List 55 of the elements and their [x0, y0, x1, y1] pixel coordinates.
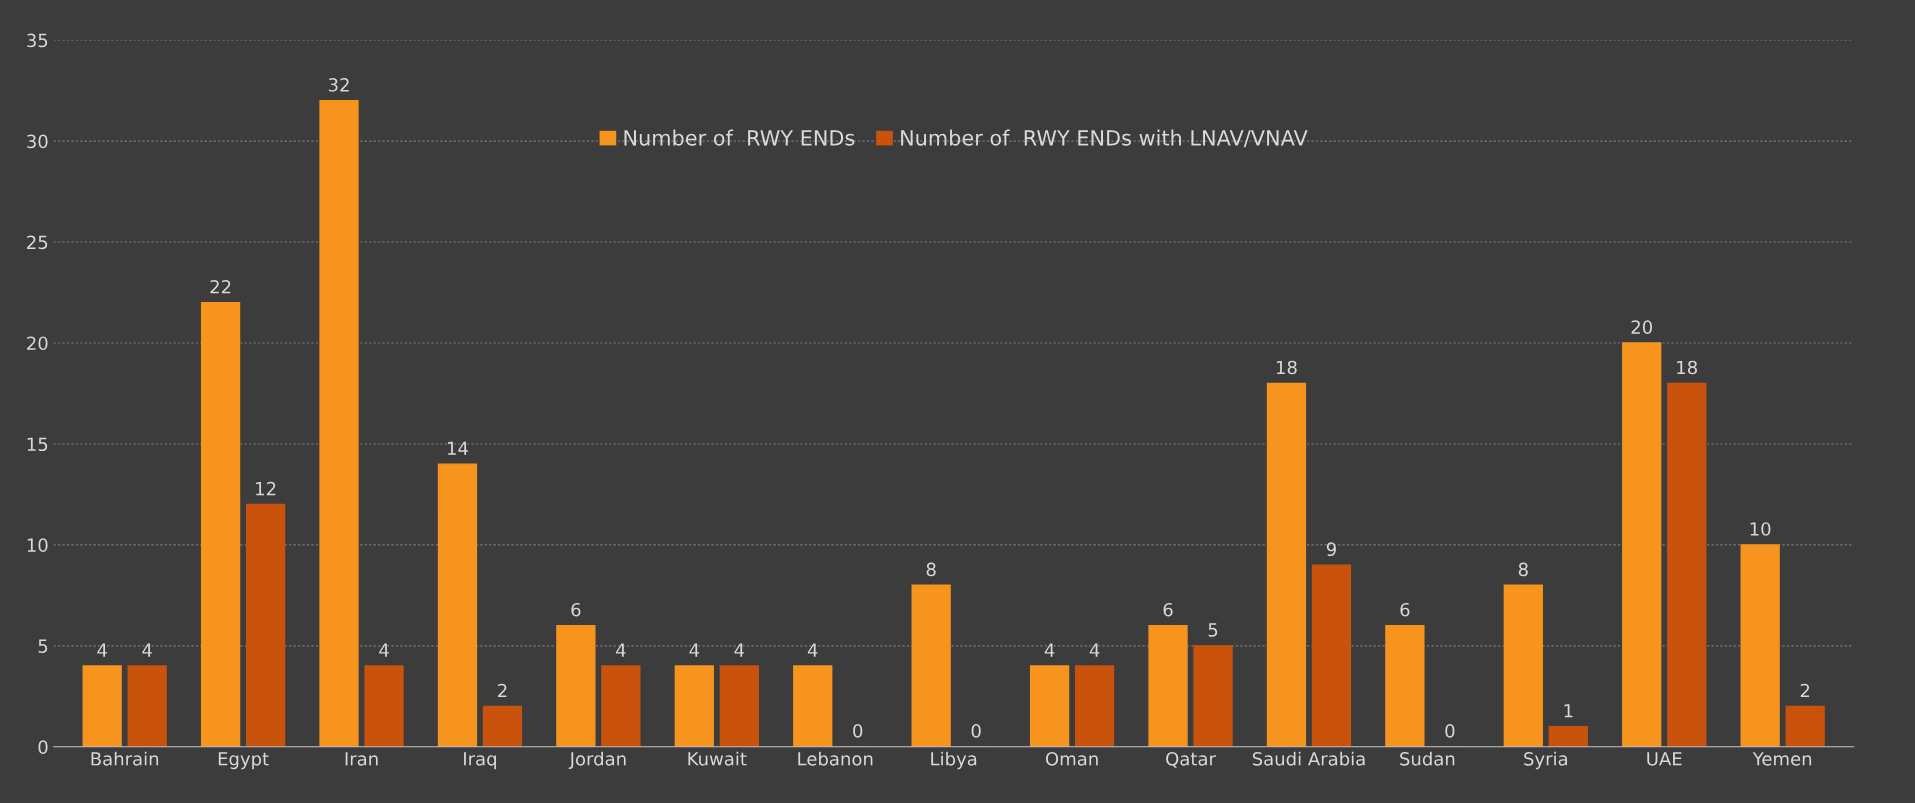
data-label: 6: [1163, 602, 1173, 617]
data-label: 0: [1445, 724, 1455, 738]
x-tick-label: Libya: [931, 751, 977, 770]
data-label: 6: [571, 602, 581, 617]
x-tick-label: Kuwait: [688, 751, 747, 766]
data-label: 4: [616, 643, 626, 657]
y-tick-label: 20: [27, 336, 48, 351]
x-tick-label: Bahrain: [91, 751, 159, 766]
data-label: 8: [926, 562, 936, 577]
data-label: 4: [142, 643, 152, 657]
x-tick-label: Syria: [1524, 751, 1567, 770]
data-label: 2: [498, 683, 507, 698]
data-label: 1: [1564, 704, 1573, 718]
x-tick-label: Sudan: [1400, 751, 1455, 766]
data-label: 14: [447, 441, 468, 455]
data-label: 4: [379, 643, 389, 657]
x-tick-label: Lebanon: [798, 751, 873, 766]
y-tick-label: 5: [38, 639, 48, 653]
y-tick-label: 35: [27, 33, 48, 48]
y-tick-label: 30: [27, 134, 48, 149]
x-tick-label: Iran: [345, 752, 378, 766]
x-tick-label: Jordan: [568, 751, 626, 769]
x-tick-label: UAE: [1647, 752, 1682, 766]
data-label: 10: [1750, 522, 1771, 536]
data-label: 2: [1800, 683, 1810, 698]
legend-label: Number of RWY ENDs with LNAV/VNAV: [901, 129, 1308, 148]
y-tick-label: 10: [27, 538, 48, 553]
x-tick-label: Oman: [1045, 751, 1098, 766]
data-label: 5: [1208, 623, 1218, 637]
x-tick-label: Saudi Arabia: [1252, 751, 1365, 766]
data-label: 18: [1276, 360, 1297, 375]
data-label: 0: [971, 724, 981, 738]
data-label: 4: [97, 643, 107, 657]
data-label: 4: [734, 643, 745, 657]
data-label: 0: [853, 724, 863, 738]
x-tick-label: Qatar: [1166, 751, 1216, 768]
data-label: 9: [1326, 542, 1336, 557]
data-label: 18: [1677, 360, 1697, 375]
y-tick-label: 25: [27, 235, 48, 250]
data-label: 20: [1631, 320, 1653, 334]
data-label: 4: [1044, 643, 1055, 657]
x-tick-label: Egypt: [218, 752, 269, 770]
x-tick-label: Iraq: [464, 752, 496, 770]
data-label: 4: [1089, 643, 1100, 657]
data-label: 6: [1400, 602, 1410, 617]
y-tick-label: 15: [27, 437, 48, 452]
data-label: 12: [256, 481, 276, 496]
data-label: 4: [689, 643, 700, 657]
data-label: 32: [328, 78, 349, 92]
data-label: 22: [210, 279, 231, 294]
x-tick-label: Yemen: [1752, 752, 1812, 766]
legend-label: Number of RWY ENDs: [624, 129, 855, 146]
data-label: 4: [807, 643, 818, 657]
y-tick-label: 0: [38, 740, 48, 754]
data-label: 8: [1518, 562, 1528, 577]
